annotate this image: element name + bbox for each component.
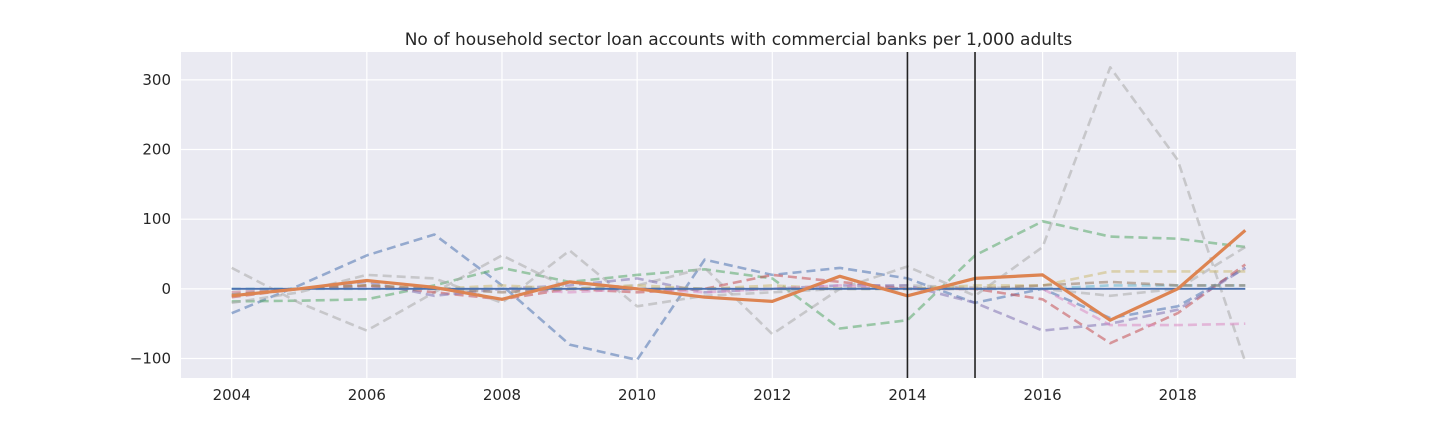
- series-line-3: [231, 66, 1247, 363]
- y-tick-label: 100: [142, 210, 171, 228]
- y-tick-label: −100: [130, 349, 171, 367]
- x-tick-label: 2010: [618, 386, 656, 404]
- reference-lines: [906, 52, 976, 378]
- x-tick-label: 2004: [213, 386, 251, 404]
- series-line-12: [231, 229, 1247, 322]
- x-tick-label: 2018: [1159, 386, 1197, 404]
- y-tick-label: 0: [161, 280, 171, 298]
- x-tick-label: 2012: [753, 386, 791, 404]
- x-tick-label: 2014: [888, 386, 926, 404]
- series-line-2: [231, 220, 1246, 330]
- chart-title: No of household sector loan accounts wit…: [405, 30, 1073, 50]
- y-tick-label: 200: [142, 141, 171, 159]
- plot-area: [181, 52, 1296, 378]
- series-line-4: [231, 245, 1246, 308]
- tick-labels: 2004 2006 2008 2010 2012 2014 2016 2018 −100 0 100…: [130, 71, 1197, 404]
- x-tick-label: 2008: [483, 386, 521, 404]
- series-lines: [231, 66, 1247, 363]
- x-tick-label: 2006: [348, 386, 386, 404]
- series-line-1: [231, 233, 1246, 362]
- y-tick-label: 300: [142, 71, 171, 89]
- x-tick-label: 2016: [1023, 386, 1061, 404]
